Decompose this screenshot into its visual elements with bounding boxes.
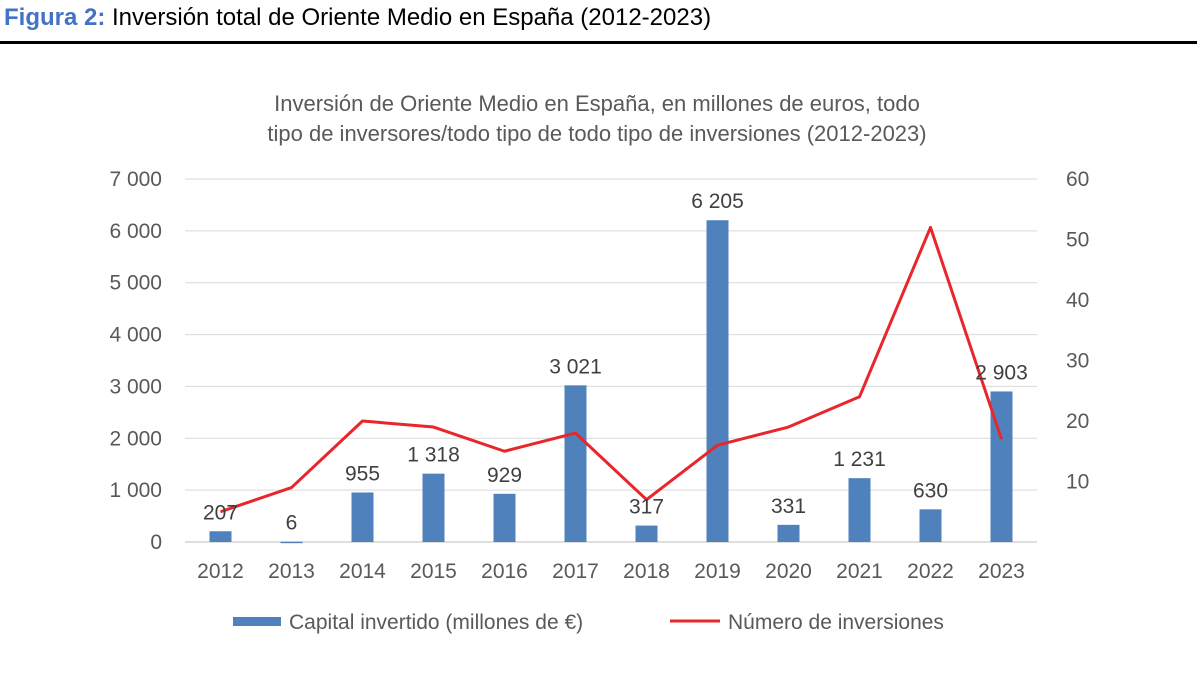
- y-left-tick-label: 2 000: [109, 427, 162, 450]
- bar: [990, 391, 1013, 542]
- legend-line-label: Número de inversiones: [728, 611, 944, 634]
- bar: [919, 509, 942, 542]
- bar-data-label: 1 318: [407, 444, 460, 467]
- line-path: [220, 225, 1003, 514]
- bar: [280, 541, 303, 544]
- bar: [422, 473, 445, 542]
- y-right-tick-label: 10: [1066, 471, 1089, 494]
- legend: Capital invertido (millones de €) Número …: [233, 611, 944, 634]
- x-tick-label: 2023: [978, 560, 1025, 583]
- x-tick-label: 2019: [694, 560, 741, 583]
- y-left-tick-label: 1 000: [109, 479, 162, 502]
- y-right-tick-label: 60: [1066, 168, 1089, 191]
- chart-title: Inversión de Oriente Medio en España, en…: [267, 91, 926, 146]
- bar-data-label: 1 231: [833, 448, 886, 471]
- bar-data-label: 2 903: [975, 361, 1028, 384]
- chart-title-line: Inversión de Oriente Medio en España, en…: [274, 91, 920, 116]
- bar-series: [209, 220, 1013, 544]
- y-left-tick-label: 5 000: [109, 272, 162, 295]
- line-series: [220, 225, 1003, 514]
- y-left-tick-label: 6 000: [109, 220, 162, 243]
- bar-data-label: 3 021: [549, 355, 602, 378]
- bar: [848, 478, 871, 542]
- y-right-tick-label: 20: [1066, 410, 1089, 433]
- x-tick-label: 2018: [623, 560, 670, 583]
- caption-rule: [0, 41, 1197, 44]
- x-axis-ticks: 2012 2013 2014 2015 2016 2017 2018 2019 2020 2021…: [197, 560, 1025, 583]
- bar-data-label: 207: [203, 501, 238, 524]
- x-tick-label: 2015: [410, 560, 457, 583]
- bar: [706, 220, 729, 542]
- data-labels: 207 6 955 1 318 929 3 021 317 6 205 331 1 231 630 2…: [203, 190, 1028, 534]
- bar: [209, 531, 232, 542]
- bar: [635, 525, 658, 542]
- figure-caption: Figura 2: Inversión total de Oriente Med…: [4, 4, 711, 32]
- bar-data-label: 929: [487, 464, 522, 487]
- bar-data-label: 331: [771, 495, 806, 518]
- y-left-tick-label: 4 000: [109, 324, 162, 347]
- x-tick-label: 2017: [552, 560, 599, 583]
- y-left-tick-label: 3 000: [109, 375, 162, 398]
- figure-caption-text: Inversión total de Oriente Medio en Espa…: [112, 4, 712, 31]
- left-axis-ticks: 0 1 000 2 000 3 000 4 000 5 000 6 000 7 000: [109, 168, 162, 554]
- bar-data-label: 955: [345, 462, 380, 485]
- y-left-tick-label: 7 000: [109, 168, 162, 191]
- x-tick-label: 2022: [907, 560, 954, 583]
- legend-bar-label: Capital invertido (millones de €): [289, 611, 583, 634]
- figure-label: Figura 2:: [4, 4, 106, 31]
- right-axis-ticks: 10 20 30 40 50 60: [1066, 168, 1089, 494]
- y-left-tick-label: 0: [150, 531, 162, 554]
- legend-bar-swatch: [233, 617, 281, 626]
- x-tick-label: 2012: [197, 560, 244, 583]
- x-tick-label: 2021: [836, 560, 883, 583]
- bar-data-label: 6 205: [691, 190, 744, 213]
- bar: [493, 493, 516, 542]
- gridlines: [185, 178, 1037, 543]
- y-right-tick-label: 30: [1066, 350, 1089, 373]
- x-tick-label: 2014: [339, 560, 386, 583]
- bar: [777, 524, 800, 542]
- x-tick-label: 2020: [765, 560, 812, 583]
- bar-data-label: 630: [913, 479, 948, 502]
- x-tick-label: 2013: [268, 560, 315, 583]
- x-tick-label: 2016: [481, 560, 528, 583]
- bar: [351, 492, 374, 542]
- bar-data-label: 6: [286, 512, 298, 535]
- chart-title-line: tipo de inversores/todo tipo de todo tip…: [267, 121, 926, 146]
- bar: [564, 385, 587, 542]
- y-right-tick-label: 40: [1066, 289, 1089, 312]
- bar-data-label: 317: [629, 496, 664, 519]
- y-right-tick-label: 50: [1066, 229, 1089, 252]
